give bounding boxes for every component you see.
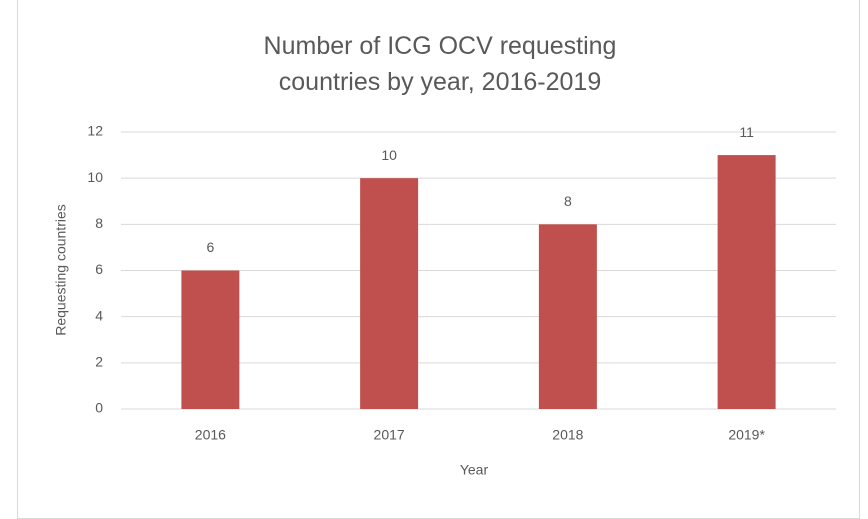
data-label: 10	[381, 147, 397, 163]
y-tick-label: 0	[95, 400, 103, 416]
bar	[717, 155, 776, 409]
y-tick-label: 2	[95, 354, 103, 370]
x-axis-label: Year	[460, 462, 489, 478]
y-tick-label: 4	[95, 307, 103, 323]
y-tick-label: 10	[87, 169, 103, 185]
y-tick-label: 8	[95, 215, 103, 231]
y-axis-label: Requesting countries	[53, 204, 69, 336]
y-tick-label: 6	[95, 261, 103, 277]
data-label: 8	[564, 193, 572, 209]
y-tick-label: 12	[87, 123, 103, 139]
x-tick-label: 2017	[374, 427, 405, 443]
bar	[538, 224, 597, 409]
data-label: 6	[206, 239, 214, 255]
x-tick-label: 2018	[552, 427, 583, 443]
data-label: 11	[739, 124, 754, 140]
bar	[181, 270, 240, 409]
x-tick-label: 2016	[195, 427, 226, 443]
chart-title: Number of ICG OCV requesting countries b…	[263, 32, 617, 96]
bar	[360, 178, 419, 409]
x-tick-label: 2019*	[728, 427, 765, 443]
